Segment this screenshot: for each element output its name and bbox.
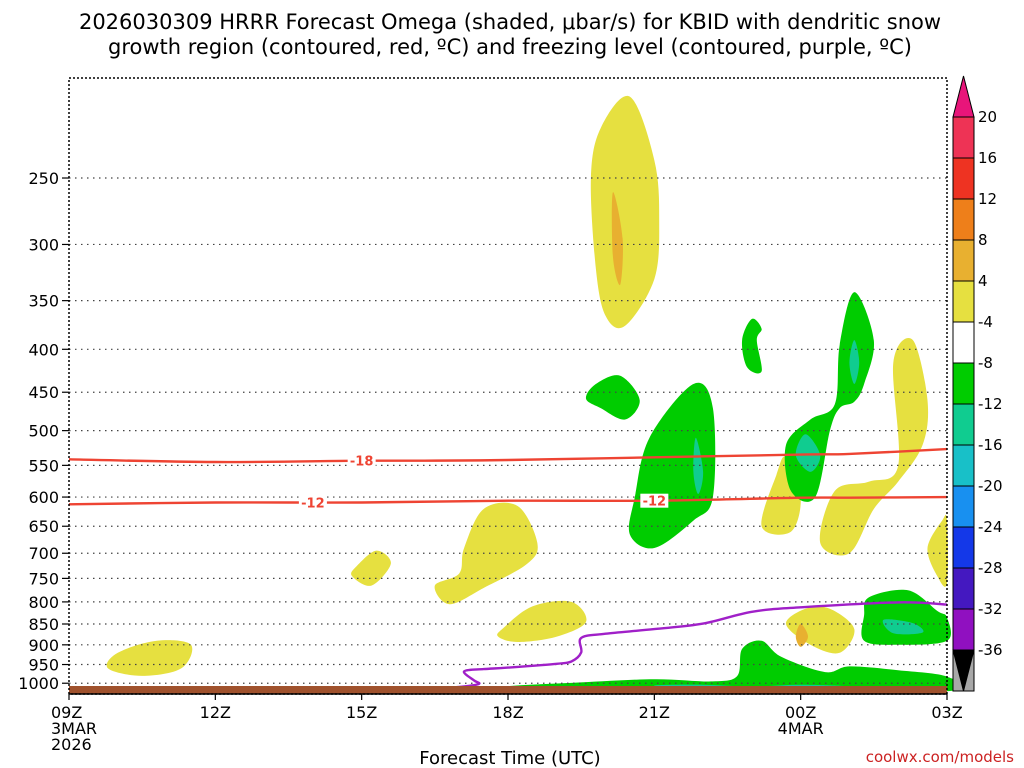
omega-region-8	[819, 338, 929, 556]
y-tick-label-700: 700	[28, 544, 59, 563]
y-tick-label-550: 550	[28, 456, 59, 475]
y-tick-label-600: 600	[28, 488, 59, 507]
y-tick-label-300: 300	[28, 235, 59, 254]
colorbar-label-10: -24	[978, 518, 1003, 536]
colorbar-segment-11	[952, 567, 975, 610]
credit-link[interactable]: coolwx.com/models	[866, 748, 1014, 766]
colorbar-segment-0	[952, 116, 975, 159]
colorbar-label-13: -36	[978, 641, 1003, 659]
colorbar: 20 16 12 8 4 -4 -8 -12 -16 -20 -24 -28 -32 -36	[952, 75, 1003, 692]
pressure-gridlines	[69, 177, 947, 684]
omega-region-14	[741, 318, 762, 374]
title-line-2: growth region (contoured, red, ºC) and f…	[108, 35, 912, 59]
contour-label-dgz-minus18-0: -18	[350, 455, 374, 470]
x-tick-label-15-0: 00Z	[785, 703, 816, 722]
x-tick-label-9-0: 18Z	[492, 703, 523, 722]
colorbar-label-6: -8	[978, 354, 993, 372]
colorbar-segment-7	[952, 403, 975, 446]
x-tick-label-0-0: 09Z	[51, 703, 82, 722]
x-tick-label-18-0: 03Z	[931, 703, 962, 722]
x-tick-label-0-1: 3MAR	[51, 719, 97, 738]
omega-region-11	[795, 624, 808, 647]
omega-region-16	[861, 589, 951, 645]
colorbar-segment-4	[952, 280, 975, 323]
x-tick-label-3-0: 12Z	[200, 703, 231, 722]
omega-region-17	[457, 640, 967, 693]
colorbar-label-0: 20	[978, 108, 997, 126]
colorbar-label-1: 16	[978, 149, 997, 167]
omega-region-15	[784, 292, 875, 502]
colorbar-segment-9	[952, 485, 975, 528]
y-tick-label-850: 850	[28, 615, 59, 634]
title-line-1: 2026030309 HRRR Forecast Omega (shaded, …	[79, 10, 941, 34]
colorbar-segment-5	[952, 321, 975, 364]
colorbar-label-5: -4	[978, 313, 993, 331]
y-tick-label-500: 500	[28, 422, 59, 441]
contour-label-dgz-minus12-0: -12	[301, 496, 325, 511]
contour-dgz-minus12	[68, 495, 948, 506]
contour-freezing-level	[366, 601, 948, 693]
colorbar-label-4: 4	[978, 272, 988, 290]
x-tick-label-6-0: 15Z	[346, 703, 377, 722]
colorbar-segment-3	[952, 239, 975, 282]
omega-region-9	[927, 514, 948, 587]
omega-region-2	[351, 550, 391, 586]
y-tick-label-400: 400	[28, 340, 59, 359]
colorbar-segment-6	[952, 362, 975, 405]
colorbar-segment-8	[952, 444, 975, 487]
x-tick-label-15-1: 4MAR	[778, 719, 824, 738]
omega-region-1	[106, 640, 193, 676]
omega-region-3	[434, 502, 538, 605]
x-tick-label-12-0: 21Z	[639, 703, 670, 722]
y-tick-label-1000: 1000	[18, 674, 59, 693]
y-tick-label-800: 800	[28, 593, 59, 612]
colorbar-label-12: -32	[978, 600, 1003, 618]
y-tick-label-350: 350	[28, 292, 59, 311]
omega-region-5	[590, 95, 660, 329]
colorbar-label-11: -28	[978, 559, 1003, 577]
y-tick-label-450: 450	[28, 383, 59, 402]
omega-region-21	[849, 340, 860, 384]
y-tick-label-750: 750	[28, 569, 59, 588]
contour-dgz-minus18	[68, 447, 948, 464]
contour-label-bg-dgz-minus12-1	[640, 493, 669, 508]
omega-region-4	[497, 600, 587, 642]
colorbar-segment-10	[952, 526, 975, 569]
y-tick-label-250: 250	[28, 169, 59, 188]
omega-region-12	[585, 375, 640, 420]
omega-region-20	[795, 434, 821, 472]
omega-shading-layer	[106, 95, 967, 693]
colorbar-segment-1	[952, 157, 975, 200]
colorbar-label-7: -12	[978, 395, 1003, 413]
omega-region-18	[882, 619, 924, 635]
colorbar-label-3: 8	[978, 231, 988, 249]
plot-area: -18 -12 -12	[68, 77, 967, 695]
contour-label-bg-dgz-minus18-0	[347, 453, 376, 468]
y-tick-label-900: 900	[28, 636, 59, 655]
y-axis: 250 300 350 400 450 500 550 600 650 700 750 800 850 9…	[18, 169, 69, 693]
y-tick-label-650: 650	[28, 517, 59, 536]
colorbar-label-8: -16	[978, 436, 1003, 454]
omega-region-10	[611, 192, 623, 286]
contour-label-bg-dgz-minus12-0	[298, 495, 327, 510]
colorbar-label-9: -20	[978, 477, 1003, 495]
x-tick-label-0-2: 2026	[51, 735, 92, 754]
colorbar-segment-2	[952, 198, 975, 241]
y-tick-label-950: 950	[28, 656, 59, 675]
contour-layer: -18 -12 -12	[68, 447, 948, 693]
colorbar-bottom-arrow	[952, 649, 975, 692]
omega-region-19	[693, 437, 704, 494]
contour-label-dgz-minus12-1: -12	[643, 495, 667, 510]
colorbar-label-2: 12	[978, 190, 997, 208]
omega-region-6	[785, 606, 855, 654]
x-axis-title: Forecast Time (UTC)	[419, 748, 600, 768]
colorbar-segment-12	[952, 608, 975, 651]
colorbar-top-arrow	[952, 75, 975, 118]
terrain-band	[69, 686, 947, 694]
